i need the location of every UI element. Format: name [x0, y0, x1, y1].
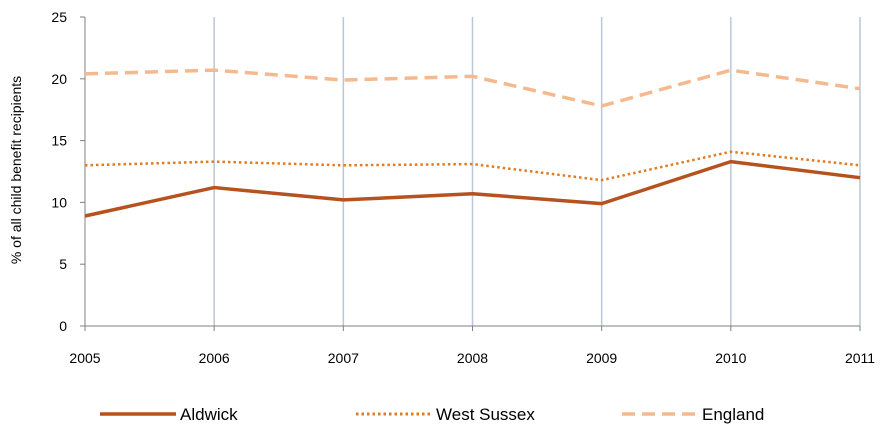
y-tick-label: 25 — [51, 9, 67, 25]
legend-label: England — [702, 405, 764, 424]
x-tick-label: 2005 — [69, 350, 100, 366]
y-tick-label: 10 — [51, 194, 67, 210]
legend-label: West Sussex — [436, 405, 535, 424]
legend-label: Aldwick — [180, 405, 238, 424]
x-tick-label: 2007 — [328, 350, 359, 366]
tick-labels: 0 5 10 15 20 25 2005 2006 2007 2008 2009 2010 2011 — [51, 9, 875, 366]
y-tick-label: 5 — [59, 256, 67, 272]
legend: Aldwick West Sussex England — [100, 405, 764, 424]
series-lines — [84, 68, 861, 218]
series-line-england — [84, 68, 861, 108]
series-line-aldwick — [84, 159, 861, 218]
x-tick-label: 2011 — [845, 350, 875, 366]
axes — [80, 16, 861, 331]
y-tick-label: 15 — [51, 133, 67, 149]
y-tick-label: 20 — [51, 71, 67, 87]
series-line-west-sussex — [84, 150, 861, 182]
y-axis-label: % of all child benefit recipients — [8, 76, 24, 264]
x-tick-label: 2008 — [457, 350, 488, 366]
x-tick-label: 2009 — [586, 350, 617, 366]
x-tick-label: 2010 — [715, 350, 746, 366]
grid-lines — [213, 17, 861, 326]
y-tick-label: 0 — [59, 318, 67, 334]
x-tick-label: 2006 — [199, 350, 230, 366]
